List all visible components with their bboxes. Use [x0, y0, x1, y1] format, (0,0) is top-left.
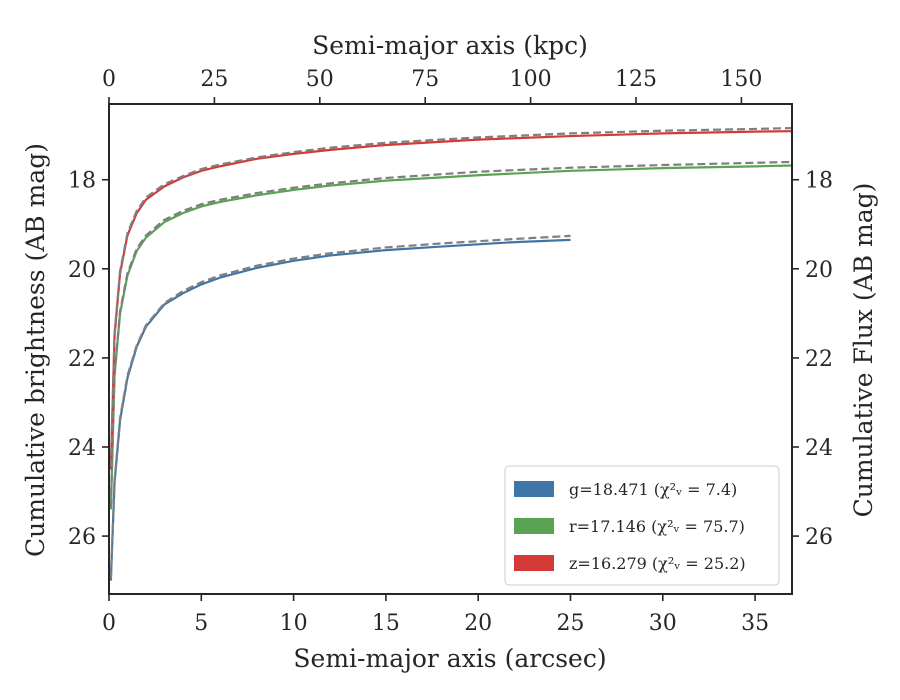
y2-tick-label: 20 — [805, 258, 833, 283]
legend-label-z: z=16.279 (χ²ᵥ = 25.2) — [569, 554, 746, 573]
series-line-z — [109, 130, 793, 470]
y-tick-label: 26 — [68, 525, 96, 550]
y2-tick-label: 18 — [805, 169, 833, 194]
x-axis-title: Semi-major axis (arcsec) — [293, 644, 606, 673]
x-tick-label: 10 — [280, 611, 308, 636]
x-tick-label: 5 — [194, 611, 208, 636]
x2-tick-label: 50 — [306, 67, 334, 92]
model-line-g — [109, 234, 571, 579]
legend-swatch-z — [514, 555, 554, 571]
x2-tick-label: 25 — [200, 67, 228, 92]
x2-tick-label: 100 — [510, 67, 552, 92]
series-line-g — [109, 238, 571, 581]
x-tick-label: 35 — [741, 611, 769, 636]
x-tick-label: 15 — [372, 611, 400, 636]
legend-swatch-g — [514, 481, 554, 497]
y-axis-title: Cumulative brightness (AB mag) — [21, 143, 50, 557]
y2-axis-title: Cumulative Flux (AB mag) — [849, 183, 878, 518]
legend-frame — [504, 465, 780, 586]
y-tick-label: 18 — [68, 169, 96, 194]
legend-label-r: r=17.146 (χ²ᵥ = 75.7) — [569, 517, 745, 536]
axis-layer: 0 5 10 15 20 25 30 35 0 25 50 75 100 125 150 18 18 20 20 22… — [68, 67, 833, 636]
y-tick-label: 20 — [68, 258, 96, 283]
x-tick-label: 0 — [102, 611, 116, 636]
y2-tick-label: 22 — [805, 347, 833, 372]
legend-swatch-r — [514, 518, 554, 534]
x2-tick-label: 0 — [102, 67, 116, 92]
series-line-r — [109, 164, 793, 510]
legend: g=18.471 (χ²ᵥ = 7.4) r=17.146 (χ²ᵥ = 75.7… — [504, 465, 780, 586]
y2-tick-label: 24 — [805, 436, 833, 461]
y2-tick-label: 26 — [805, 525, 833, 550]
x2-tick-label: 75 — [411, 67, 439, 92]
x2-tick-label: 150 — [720, 67, 762, 92]
x-tick-label: 20 — [464, 611, 492, 636]
y-tick-label: 24 — [68, 436, 96, 461]
x-tick-label: 30 — [649, 611, 677, 636]
x-tick-label: 25 — [556, 611, 584, 636]
model-line-r — [109, 160, 793, 508]
x2-axis-title: Semi-major axis (kpc) — [312, 31, 588, 60]
legend-label-g: g=18.471 (χ²ᵥ = 7.4) — [569, 480, 737, 499]
model-line-z — [109, 126, 793, 468]
y-tick-label: 22 — [68, 347, 96, 372]
x2-tick-label: 125 — [615, 67, 657, 92]
plot-frame — [108, 103, 793, 595]
series-layer — [109, 126, 793, 581]
